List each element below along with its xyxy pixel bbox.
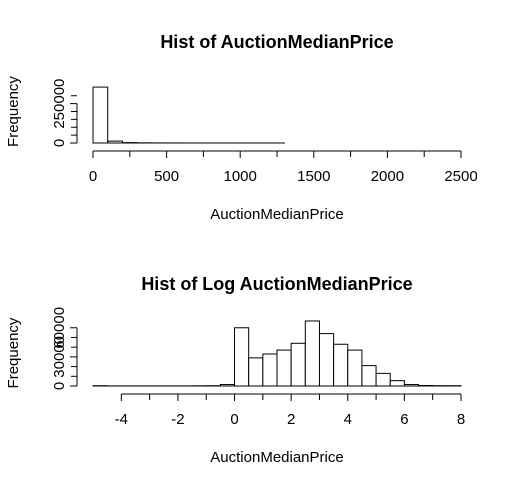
hist1-bar	[108, 141, 123, 143]
hist1-x-tick-label: 0	[89, 168, 97, 185]
hist2-bar	[334, 344, 348, 386]
hist2-title: Hist of Log AuctionMedianPrice	[141, 274, 412, 294]
hist2-x-tick-label: 0	[230, 411, 238, 428]
hist2-bar	[235, 328, 249, 386]
hist2-bar	[263, 354, 277, 386]
hist2-bar	[362, 366, 376, 386]
hist2-x-tick-label: 2	[287, 411, 295, 428]
hist2-bar	[220, 385, 234, 386]
hist2-y-tick-label: 60000	[51, 307, 68, 349]
hist1-x-tick-label: 1500	[297, 168, 330, 185]
hist2-x-tick-label: -2	[171, 411, 184, 428]
hist2-bar	[277, 350, 291, 386]
hist1-x-label: AuctionMedianPrice	[210, 206, 343, 223]
hist1-y-label: Frequency	[5, 76, 22, 147]
hist2-x-tick-label: 4	[344, 411, 352, 428]
hist1-panel: Hist of AuctionMedianPrice 0 500 1000 1500 20…	[5, 32, 478, 223]
hist2-panel: Hist of Log AuctionMedianPrice -4 -2 0 2 4 6 8 0…	[5, 274, 465, 466]
hist1-x-tick-label: 2000	[371, 168, 404, 185]
hist2-bar	[291, 343, 305, 386]
hist2-x-tick-label: -4	[115, 411, 128, 428]
hist1-x-tick-label: 500	[154, 168, 179, 185]
hist2-y-tick-label: 0	[51, 382, 68, 390]
hist1-bar	[93, 87, 108, 143]
hist2-bar	[249, 358, 263, 386]
hist1-x-tick-label: 2500	[444, 168, 477, 185]
hist2-bar	[305, 321, 319, 386]
hist2-bar	[390, 381, 404, 386]
hist1-title: Hist of AuctionMedianPrice	[160, 32, 393, 52]
hist1-x-tick-label: 1000	[224, 168, 257, 185]
hist2-bar	[348, 350, 362, 386]
hist1-y-tick-label: 0	[51, 139, 68, 147]
hist2-bar	[404, 385, 418, 386]
hist2-bar	[319, 334, 333, 386]
hist2-x-tick-label: 8	[457, 411, 465, 428]
hist2-bar	[376, 373, 390, 386]
hist1-y-tick-label: 250000	[51, 79, 68, 129]
hist2-x-label: AuctionMedianPrice	[210, 449, 343, 466]
hist2-x-tick-label: 6	[400, 411, 408, 428]
hist2-y-label: Frequency	[5, 317, 22, 388]
